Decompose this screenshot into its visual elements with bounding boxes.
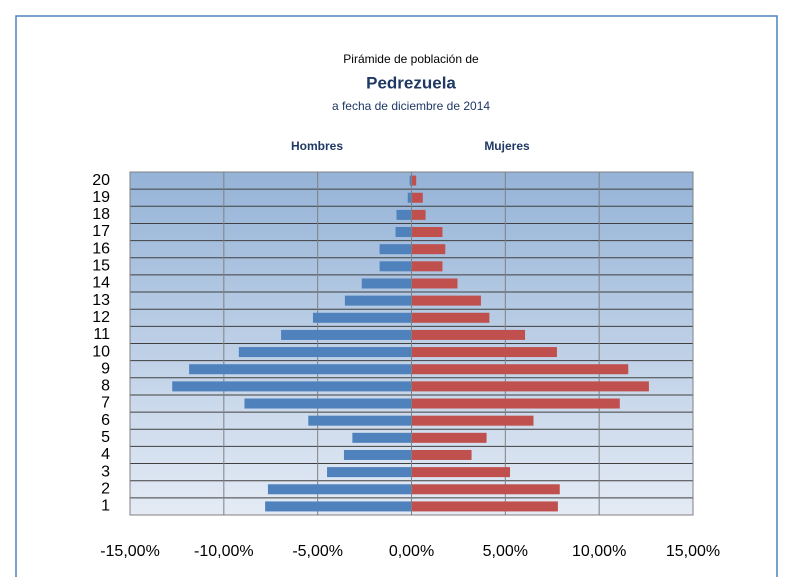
y-tick-label: 12 bbox=[92, 309, 110, 326]
bar bbox=[411, 278, 458, 289]
y-tick-label: 8 bbox=[101, 378, 110, 395]
bar bbox=[344, 295, 412, 306]
y-tick-label: 3 bbox=[101, 463, 110, 480]
bar bbox=[244, 398, 412, 409]
y-tick-label: 20 bbox=[92, 172, 110, 189]
bar bbox=[411, 415, 534, 426]
bar bbox=[281, 329, 412, 340]
y-tick-label: 4 bbox=[101, 446, 110, 463]
bar bbox=[396, 209, 412, 220]
y-tick-label: 11 bbox=[93, 326, 110, 343]
y-tick-label: 16 bbox=[92, 240, 110, 257]
bar bbox=[312, 312, 412, 323]
bar bbox=[238, 347, 412, 358]
bar bbox=[189, 364, 412, 375]
bar bbox=[411, 175, 417, 186]
y-tick-label: 14 bbox=[92, 275, 110, 292]
bar bbox=[409, 175, 412, 186]
bar bbox=[411, 467, 511, 478]
bar bbox=[411, 312, 490, 323]
legend-label: Hombres bbox=[291, 139, 343, 153]
bar bbox=[343, 449, 412, 460]
bar bbox=[352, 432, 412, 443]
x-tick-label: 0,00% bbox=[389, 543, 434, 560]
bar bbox=[411, 501, 558, 512]
bar bbox=[395, 227, 412, 238]
x-tick-label: 10,00% bbox=[572, 543, 626, 560]
chart-title: Pedrezuela bbox=[366, 73, 456, 92]
bar bbox=[379, 261, 412, 272]
frame bbox=[15, 15, 778, 577]
bar bbox=[411, 209, 426, 220]
x-tick-label: -5,00% bbox=[292, 543, 343, 560]
bar bbox=[411, 347, 557, 358]
y-tick-label: 13 bbox=[92, 292, 110, 309]
bar bbox=[308, 415, 412, 426]
bar bbox=[411, 381, 649, 392]
y-tick-label: 1 bbox=[101, 498, 110, 515]
y-tick-label: 19 bbox=[92, 189, 110, 206]
y-tick-label: 5 bbox=[101, 429, 110, 446]
legend-label: Mujeres bbox=[484, 139, 530, 153]
bar bbox=[411, 295, 481, 306]
bar bbox=[265, 501, 412, 512]
y-tick-label: 9 bbox=[101, 360, 110, 377]
bar bbox=[411, 261, 443, 272]
y-tick-label: 18 bbox=[92, 206, 110, 223]
bar bbox=[327, 467, 412, 478]
bar bbox=[411, 364, 629, 375]
y-tick-label: 6 bbox=[101, 412, 110, 429]
bar bbox=[267, 484, 412, 495]
subtitle: Pirámide de población de bbox=[343, 52, 479, 66]
subtitle: a fecha de diciembre de 2014 bbox=[332, 99, 490, 113]
bar bbox=[411, 192, 423, 203]
bar bbox=[411, 432, 487, 443]
x-tick-label: 15,00% bbox=[666, 543, 720, 560]
bar bbox=[379, 244, 412, 255]
bar bbox=[411, 329, 526, 340]
bar bbox=[361, 278, 412, 289]
bar bbox=[411, 398, 620, 409]
bar bbox=[411, 484, 560, 495]
y-tick-label: 10 bbox=[92, 343, 110, 360]
x-tick-label: -10,00% bbox=[194, 543, 254, 560]
bar bbox=[411, 227, 443, 238]
bar bbox=[411, 244, 446, 255]
y-tick-label: 15 bbox=[92, 258, 110, 275]
y-tick-label: 7 bbox=[101, 395, 110, 412]
y-tick-label: 17 bbox=[92, 223, 110, 240]
x-tick-label: 5,00% bbox=[483, 543, 528, 560]
bar bbox=[411, 449, 472, 460]
x-tick-label: -15,00% bbox=[100, 543, 160, 560]
bar bbox=[407, 192, 412, 203]
bar bbox=[172, 381, 412, 392]
y-tick-label: 2 bbox=[101, 480, 110, 497]
